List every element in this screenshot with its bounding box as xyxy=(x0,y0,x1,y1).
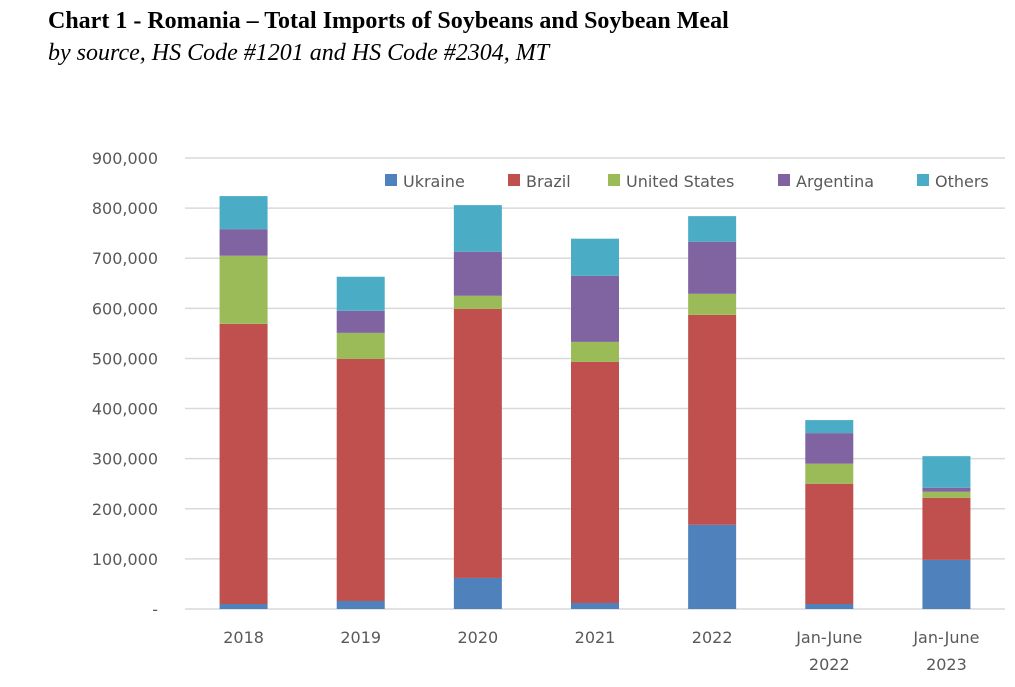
bar-segment-argentina xyxy=(571,275,619,342)
y-tick-label: 500,000 xyxy=(92,349,158,368)
x-tick-label: Jan-June xyxy=(795,628,862,647)
bar-segment-others xyxy=(571,238,619,276)
bar-segment-united-states xyxy=(805,463,854,484)
bar-segment-ukraine xyxy=(336,600,385,609)
legend-label: United States xyxy=(626,172,734,191)
bar-segment-brazil xyxy=(453,308,502,578)
x-tick-label: 2019 xyxy=(340,628,381,647)
legend-swatch xyxy=(778,174,790,186)
y-tick-label: - xyxy=(152,600,158,619)
y-tick-label: 700,000 xyxy=(92,249,158,268)
bar-segment-ukraine xyxy=(453,577,502,609)
bar-segment-united-states xyxy=(336,332,385,359)
bar-segment-argentina xyxy=(805,433,854,464)
bar-segment-others xyxy=(805,420,854,434)
y-tick-label: 200,000 xyxy=(92,500,158,519)
y-tick-label: 800,000 xyxy=(92,199,158,218)
legend-label: Brazil xyxy=(526,172,571,191)
y-tick-label: 100,000 xyxy=(92,550,158,569)
bar-segment-united-states xyxy=(922,491,971,498)
legend-swatch xyxy=(608,174,620,186)
bar-segment-ukraine xyxy=(571,602,619,609)
legend-swatch xyxy=(917,174,929,186)
bar-segment-brazil xyxy=(688,314,737,525)
bar-segment-united-states xyxy=(571,341,619,362)
bar-segment-united-states xyxy=(453,295,502,309)
bar-segment-others xyxy=(453,205,502,252)
bar-segment-ukraine xyxy=(688,524,737,609)
y-tick-label: 400,000 xyxy=(92,400,158,419)
x-tick-label: 2022 xyxy=(809,655,850,674)
bar-segment-united-states xyxy=(219,255,268,324)
bar-segment-argentina xyxy=(688,241,737,294)
legend-label: Ukraine xyxy=(403,172,465,191)
legend-label: Others xyxy=(935,172,989,191)
y-tick-label: 600,000 xyxy=(92,299,158,318)
bar-segment-argentina xyxy=(336,310,385,333)
bar-segment-brazil xyxy=(805,483,854,604)
bar-segment-argentina xyxy=(219,229,268,256)
bar-segment-others xyxy=(219,196,268,230)
x-tick-label: 2021 xyxy=(575,628,616,647)
x-tick-label: 2018 xyxy=(223,628,264,647)
bar-segment-brazil xyxy=(219,323,268,604)
bar-segment-others xyxy=(688,216,737,242)
bar-segment-ukraine xyxy=(219,603,268,609)
legend-swatch xyxy=(385,174,397,186)
bar-segment-brazil xyxy=(571,361,619,603)
x-tick-label: 2023 xyxy=(926,655,967,674)
bar-segment-brazil xyxy=(922,497,971,560)
bar-segment-united-states xyxy=(688,293,737,315)
bar-segment-argentina xyxy=(922,487,971,492)
x-tick-label: Jan-June xyxy=(912,628,979,647)
legend-label: Argentina xyxy=(796,172,874,191)
bar-segment-ukraine xyxy=(922,559,971,609)
bar-segment-ukraine xyxy=(805,603,854,609)
bar-segment-others xyxy=(922,456,971,488)
x-tick-label: 2022 xyxy=(692,628,733,647)
bar-segment-others xyxy=(336,276,385,311)
y-tick-label: 300,000 xyxy=(92,450,158,469)
bar-segment-argentina xyxy=(453,251,502,296)
chart-title: Chart 1 - Romania – Total Imports of Soy… xyxy=(48,8,729,34)
x-tick-label: 2020 xyxy=(457,628,498,647)
chart-subtitle: by source, HS Code #1201 and HS Code #23… xyxy=(48,40,550,66)
legend-swatch xyxy=(508,174,520,186)
y-tick-label: 900,000 xyxy=(92,149,158,168)
bar-segment-brazil xyxy=(336,358,385,601)
